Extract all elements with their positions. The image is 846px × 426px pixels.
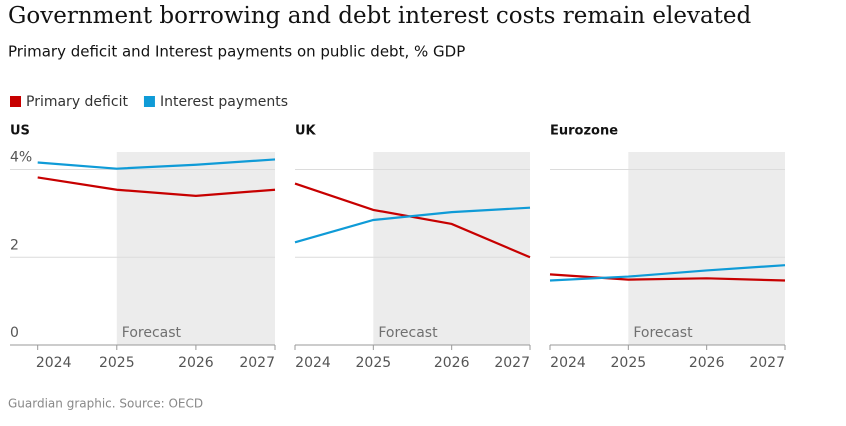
x-tick-label: 2024 (36, 355, 72, 371)
legend-label: Primary deficit (26, 94, 128, 110)
series-line (37, 176, 276, 197)
forecast-shade (373, 152, 530, 345)
source: Guardian graphic. Source: OECD (8, 397, 203, 411)
x-tick-label: 2024 (550, 355, 586, 371)
panel-title: UK (295, 124, 317, 139)
y-tick-label: 4% (10, 150, 32, 166)
x-tick-label: 2025 (356, 355, 392, 371)
x-tick-label: 2027 (494, 355, 530, 371)
forecast-label: Forecast (378, 325, 438, 341)
x-tick-label: 2025 (99, 355, 135, 371)
legend-label: Interest payments (160, 94, 288, 110)
x-tick-label: 2026 (434, 355, 470, 371)
series-line (37, 158, 276, 170)
series-line (294, 206, 531, 244)
chart-subtitle: Primary deficit and Interest payments on… (8, 43, 465, 61)
legend-swatch (10, 96, 21, 107)
series-line (549, 264, 786, 282)
x-tick-label: 2026 (178, 355, 214, 371)
panel-title: Eurozone (550, 124, 618, 139)
series-line (549, 273, 786, 282)
x-tick-label: 2026 (689, 355, 725, 371)
x-tick-label: 2025 (611, 355, 647, 371)
panel-title: US (10, 124, 30, 139)
x-tick-label: 2027 (749, 355, 785, 371)
y-tick-label: 0 (10, 325, 19, 341)
y-tick-label: 2 (10, 237, 19, 253)
chart-title: Government borrowing and debt interest c… (8, 3, 752, 29)
forecast-label: Forecast (122, 325, 182, 341)
forecast-shade (116, 152, 275, 345)
x-tick-label: 2027 (239, 355, 275, 371)
forecast-label: Forecast (633, 325, 693, 341)
legend-swatch (143, 96, 155, 107)
forecast-shade (628, 152, 785, 345)
x-tick-label: 2024 (295, 355, 331, 371)
